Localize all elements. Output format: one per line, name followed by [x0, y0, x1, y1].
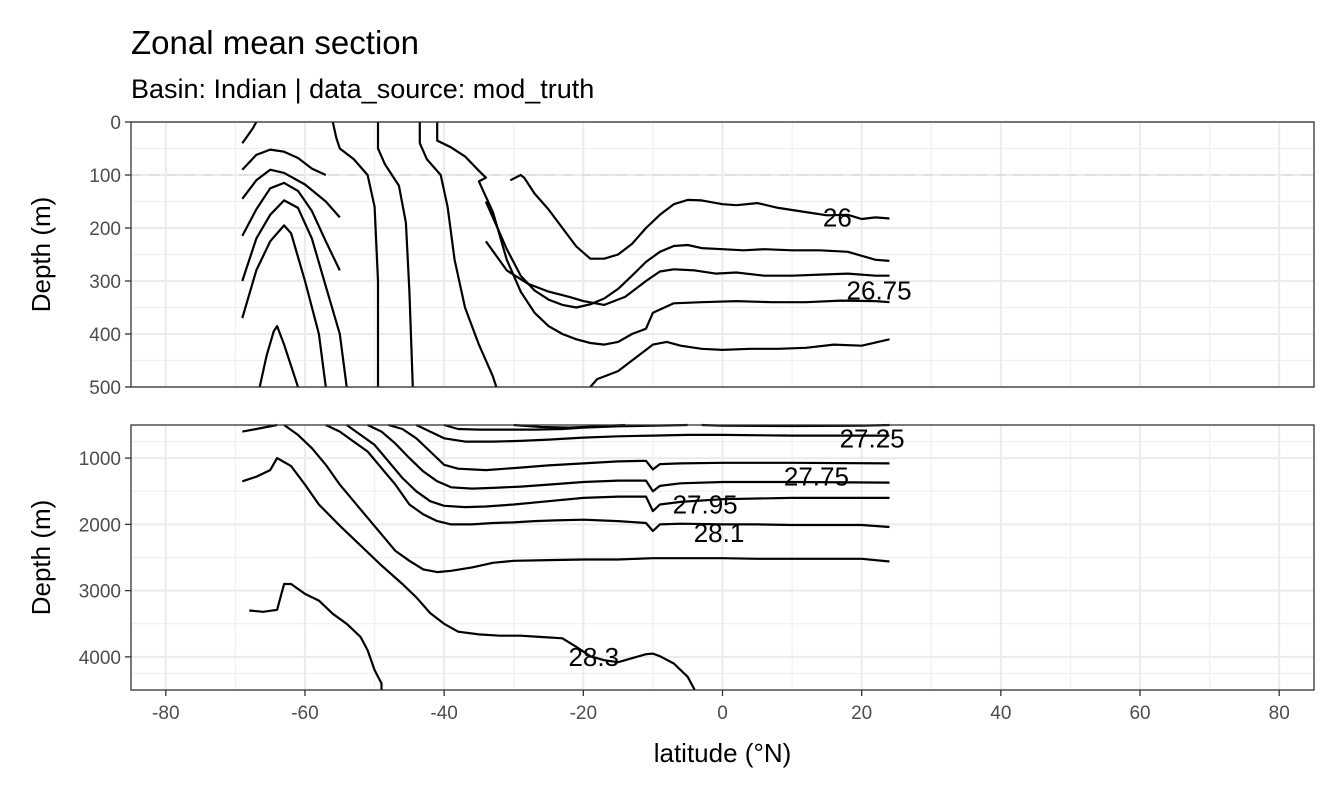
contour-line [589, 338, 890, 388]
contour-line [443, 423, 688, 431]
contour-line [241, 199, 348, 388]
contour-line [283, 424, 890, 574]
contour-line [241, 181, 341, 271]
contour-line [376, 122, 414, 388]
x-tick-label: 20 [851, 703, 872, 724]
chart-title: Zonal mean section [131, 24, 419, 61]
x-tick-label: -60 [291, 703, 318, 724]
contour-line [346, 424, 890, 513]
y-tick-label: 100 [89, 166, 121, 187]
x-tick-label: -20 [570, 703, 597, 724]
contour-line [249, 582, 383, 690]
contour-line [325, 424, 890, 533]
contour-line [241, 148, 327, 176]
contour-line [242, 423, 278, 433]
x-tick-label: -80 [152, 703, 179, 724]
y-tick-label: 300 [89, 272, 121, 293]
contour-label: 27.25 [840, 423, 905, 453]
contour-line [484, 201, 890, 309]
contour-label: 28.1 [694, 518, 745, 548]
y-tick-label: 200 [89, 219, 121, 240]
x-tick-label: 40 [990, 703, 1011, 724]
y-tick-label: 400 [89, 325, 121, 346]
contour-label: 28.3 [568, 642, 619, 672]
y-tick-label: 3000 [79, 582, 121, 603]
x-tick-label: -40 [430, 703, 457, 724]
contour-line [513, 423, 626, 429]
x-axis-label: latitude (°N) [654, 738, 792, 768]
y-axis-label: Depth (m) [26, 197, 56, 313]
contour-line [418, 122, 498, 388]
contour-line [388, 423, 890, 472]
contour-line [367, 424, 890, 493]
contour-line [241, 457, 696, 691]
chart-subtitle: Basin: Indian | data_source: mod_truth [131, 74, 595, 104]
y-tick-label: 500 [89, 378, 121, 399]
y-tick-label: 2000 [79, 515, 121, 536]
contour-line [241, 121, 258, 144]
contour-line [258, 325, 300, 388]
y-tick-label: 0 [110, 113, 121, 134]
contour-label: 26 [823, 202, 852, 232]
panel-border [130, 121, 1315, 388]
contour-line [509, 173, 890, 260]
contour-line [415, 424, 890, 443]
contour-label: 26.75 [847, 276, 912, 306]
contour-label: 27.95 [673, 490, 738, 520]
y-tick-label: 1000 [79, 449, 121, 470]
x-tick-label: 0 [717, 703, 728, 724]
y-axis-label: Depth (m) [26, 500, 56, 616]
contour-line [485, 240, 890, 306]
contour-label: 27.75 [784, 462, 849, 492]
contour-line [241, 224, 327, 388]
y-tick-label: 4000 [79, 648, 121, 669]
contour-line [241, 168, 341, 219]
contour-line [331, 121, 380, 387]
x-tick-label: 80 [1269, 703, 1290, 724]
contour-line [436, 122, 890, 346]
x-tick-label: 60 [1129, 703, 1150, 724]
